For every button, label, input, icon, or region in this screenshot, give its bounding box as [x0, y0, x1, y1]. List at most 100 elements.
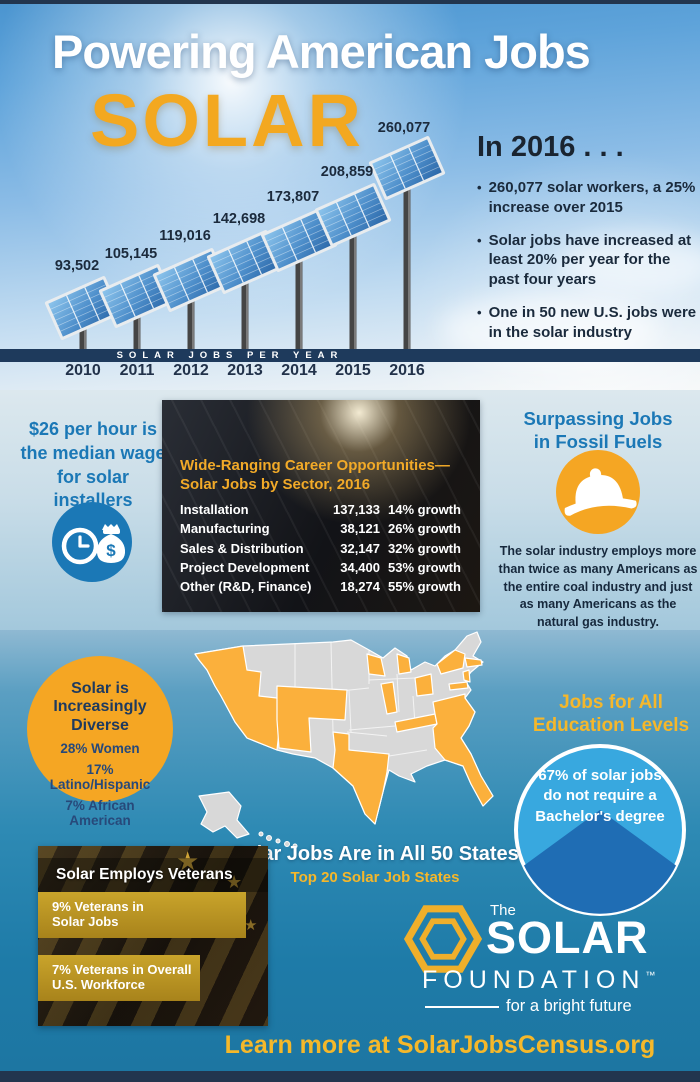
sector-growth: 53% growth	[388, 559, 461, 575]
bullet-glyph: •	[477, 304, 482, 320]
wage-clock-moneybag-icon: $	[52, 502, 132, 582]
sector-jobs: 38,121	[340, 521, 380, 537]
cloud-decoration	[560, 234, 700, 294]
career-sectors-panel: Wide-Ranging Career Opportunities— Solar…	[162, 400, 480, 612]
sector-label: Project Development	[180, 559, 310, 575]
sector-label: Manufacturing	[180, 521, 270, 537]
year-tick: 2015	[335, 362, 371, 379]
diversity-stat: 7% African American	[65, 797, 135, 829]
chart-axis-bar: SOLAR JOBS PER YEAR	[0, 349, 700, 362]
map-subcaption: Top 20 Solar Job States	[290, 869, 460, 886]
trademark-symbol: ™	[645, 970, 656, 982]
logo-name: SOLAR	[486, 912, 649, 963]
fossil-fuels-body: The solar industry employs more than twi…	[498, 544, 698, 629]
logo-the: The	[490, 902, 516, 919]
chart-title: SOLAR JOBS PER YEAR	[116, 350, 344, 361]
sector-label: Sales & Distribution	[180, 540, 304, 556]
value-label-2015: 208,859	[321, 164, 373, 180]
value-label-2011: 105,145	[105, 246, 157, 262]
sectors-title-line1: Wide-Ranging Career Opportunities—	[180, 457, 450, 474]
veterans-solar-bar: 9% Veterans in Solar Jobs	[38, 892, 246, 938]
value-label-2012: 119,016	[159, 228, 211, 244]
sector-growth: 32% growth	[388, 540, 461, 556]
top-border-strip	[0, 0, 700, 4]
bottom-border-strip	[0, 1071, 700, 1082]
in-2016-heading: In 2016 . . .	[477, 131, 624, 163]
logo-tagline: for a bright future	[506, 997, 632, 1015]
sectors-table-title: Wide-Ranging Career Opportunities— Solar…	[180, 456, 470, 494]
diversity-stat: 28% Women	[60, 741, 140, 757]
sector-growth: 55% growth	[388, 579, 461, 595]
year-tick: 2014	[281, 362, 317, 379]
sectors-title-line2: Solar Jobs by Sector, 2016	[180, 476, 371, 493]
logo-divider-line	[425, 1006, 499, 1008]
diversity-heading: Solar is Increasingly Diverse	[53, 680, 147, 734]
fossil-heading-line2: in Fossil Fuels	[533, 431, 663, 453]
veterans-workforce-label: 7% Veterans in Overall U.S. Workforce	[52, 962, 192, 993]
in-2016-bullets: • 260,077 solar workers, a 25% increase …	[477, 178, 697, 343]
sector-label: Installation	[180, 502, 249, 517]
sector-jobs: 18,274	[340, 579, 380, 595]
veterans-heading: Solar Employs Veterans	[56, 866, 233, 883]
fossil-fuels-heading: Surpassing Jobs in Fossil Fuels	[500, 407, 696, 453]
svg-text:$: $	[106, 541, 116, 560]
sector-jobs: 34,400	[340, 559, 380, 575]
logo-foundation-text: FOUNDATION	[422, 966, 646, 994]
hard-hat-badge	[556, 450, 640, 534]
map-caption: Solar Jobs Are in All 50 States	[231, 843, 519, 865]
map-state-borders	[294, 641, 428, 757]
hard-hat-icon	[564, 468, 637, 516]
value-label-2013: 142,698	[213, 211, 265, 227]
value-label-2014: 173,807	[267, 189, 319, 205]
page-subtitle: SOLAR	[90, 79, 364, 162]
chart-poles	[79, 180, 411, 355]
solar-jobs-bar-chart: 93,502 105,145 119,016 142,698 173,807 2…	[44, 120, 446, 355]
value-label-2010: 93,502	[55, 258, 99, 274]
solar-panel-bar-2016	[368, 136, 446, 200]
year-tick: 2012	[173, 362, 209, 379]
veterans-workforce-bar: 7% Veterans in Overall U.S. Workforce	[38, 955, 200, 1001]
solar-panel-bar-2014	[260, 208, 338, 272]
bullet-text: 260,077 solar workers, a 25% increase ov…	[488, 179, 696, 216]
sector-jobs: 32,147	[340, 540, 380, 556]
solar-panel-bar-2015	[314, 183, 392, 247]
diversity-badge: Solar is Increasingly Diverse 28% Women …	[27, 656, 173, 828]
solar-panel-bar-2013	[206, 230, 284, 294]
bullet-text: One in 50 new U.S. jobs were in the sola…	[488, 303, 697, 341]
year-tick: 2016	[389, 362, 425, 379]
median-wage-text: $26 per hour is the median wage for sola…	[20, 419, 166, 511]
education-pie-chart	[514, 744, 686, 916]
solar-foundation-logo: The SOLAR FOUNDATION™ for a bright futur…	[400, 898, 696, 1028]
page-title: Powering American Jobs	[52, 25, 591, 78]
us-map-top-20-states	[194, 631, 494, 849]
fossil-heading-line1: Surpassing Jobs	[523, 408, 673, 429]
map-yellow-states	[194, 645, 494, 825]
in-2016-block: In 2016 . . . • 260,077 solar workers, a…	[477, 131, 697, 356]
flag-star-icon: ★	[226, 872, 243, 892]
learn-more-link[interactable]: Learn more at SolarJobsCensus.org	[224, 1031, 656, 1059]
map-alaska	[198, 791, 250, 839]
bullet-item: • Solar jobs have increased at least 20%…	[477, 231, 697, 290]
year-tick: 2013	[227, 362, 263, 379]
flag-star-icon: ★	[244, 917, 258, 934]
map-hawaii	[258, 831, 298, 849]
veterans-title-strip	[38, 858, 268, 892]
bullet-item: • 260,077 solar workers, a 25% increase …	[477, 178, 697, 218]
education-heading: Jobs for All Education Levels	[526, 692, 696, 738]
flag-star-icon: ★	[176, 846, 200, 876]
year-tick: 2011	[119, 362, 155, 379]
sector-label: Other (R&D, Finance)	[180, 579, 312, 595]
education-stat-text: 67% of solar jobs do not require a Bache…	[535, 767, 665, 825]
chart-year-axis: 2010 2011 2012 2013 2014 2015 2016	[0, 362, 700, 384]
bullet-glyph: •	[477, 180, 482, 195]
logo-foundation: FOUNDATION™	[422, 966, 655, 995]
bullet-text: Solar jobs have increased at least 20% p…	[488, 231, 692, 289]
sector-growth: 26% growth	[388, 521, 461, 537]
year-tick: 2010	[65, 362, 101, 379]
sectors-table: Installation 137,133 14% growth Manufact…	[180, 500, 464, 596]
hexagon-logo-icon	[404, 905, 482, 973]
bullet-glyph: •	[477, 232, 482, 248]
veterans-panel: ★ ★ ★ ★ Solar Employs Veterans 9% Vetera…	[38, 846, 268, 1026]
education-heading-line1: Jobs for All	[559, 692, 663, 713]
